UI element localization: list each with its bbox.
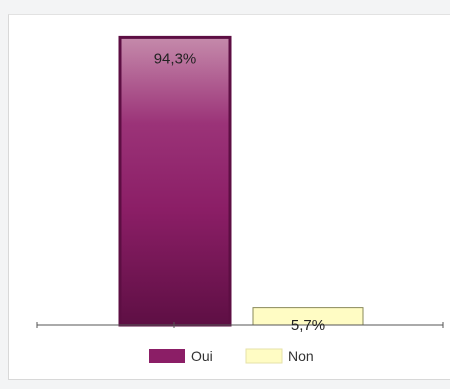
legend-label-non: Non xyxy=(288,348,314,364)
data-label-non: 5,7% xyxy=(291,317,325,334)
bar-oui xyxy=(118,35,232,327)
legend-swatch-oui xyxy=(149,349,185,363)
legend: Oui Non xyxy=(149,348,314,364)
bars-group xyxy=(118,35,364,327)
data-labels-group: 94,3% 5,7% xyxy=(154,50,325,334)
data-label-oui: 94,3% xyxy=(154,50,197,67)
legend-label-oui: Oui xyxy=(191,348,213,364)
legend-swatch-non xyxy=(245,348,283,364)
